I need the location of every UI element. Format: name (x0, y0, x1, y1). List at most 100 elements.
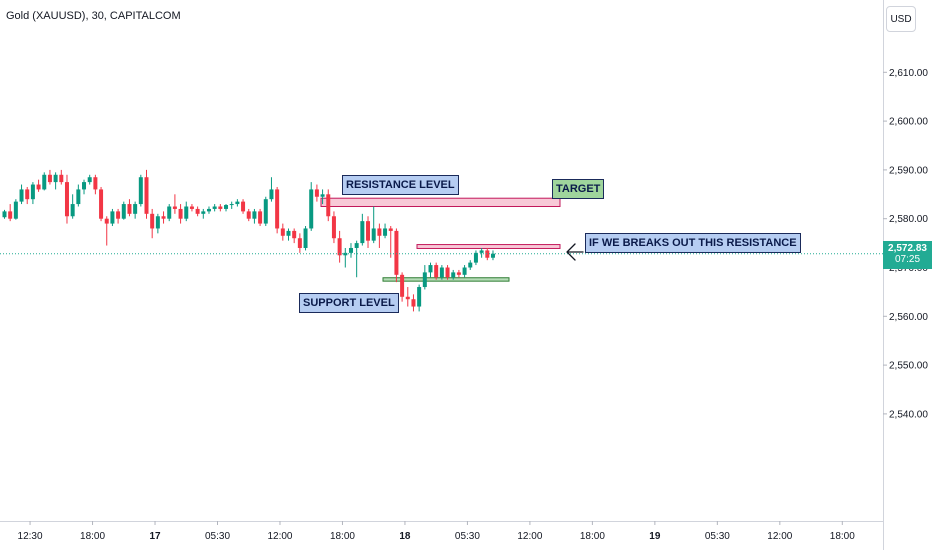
x-tick-label: 05:30 (705, 531, 730, 542)
candle-body (116, 211, 121, 219)
candle-body (411, 299, 416, 307)
candle-up (76, 184, 81, 207)
candle-body (138, 177, 143, 205)
candle-body (178, 208, 183, 219)
x-tick-label: 12:00 (767, 531, 792, 542)
candle-body (490, 253, 495, 258)
candle-body (104, 218, 109, 224)
candle-body (189, 206, 194, 209)
candle-up (428, 262, 433, 278)
candle-down (275, 186, 280, 234)
candle-down (47, 169, 52, 185)
candle-down (388, 226, 393, 258)
candle-body (326, 194, 331, 217)
candle-body (462, 267, 467, 275)
candle-body (206, 208, 211, 212)
candle-up (70, 194, 75, 219)
candle-body (59, 174, 64, 183)
candle-body (269, 189, 274, 200)
candle-up (468, 260, 473, 270)
candle-up (360, 213, 365, 246)
x-tick-label: 17 (149, 531, 161, 542)
candle-body (99, 189, 104, 219)
candle-down (144, 169, 149, 219)
x-tick-label: 18:00 (830, 531, 855, 542)
candle-down (246, 208, 251, 222)
candle-up (13, 199, 18, 220)
candle-down (8, 204, 13, 222)
y-tick-label: 2,600.00 (889, 117, 928, 128)
candle-body (70, 204, 75, 217)
breakout-note-label[interactable]: IF WE BREAKS OUT THIS RESISTANCE (585, 233, 801, 253)
resistance-level-label[interactable]: RESISTANCE LEVEL (342, 175, 459, 195)
candle-body (468, 262, 473, 268)
x-tick-label: 18:00 (80, 531, 105, 542)
candle-up (224, 204, 229, 212)
candle-down (189, 204, 194, 212)
candle-body (303, 228, 308, 248)
support-level-label[interactable]: SUPPORT LEVEL (299, 293, 399, 313)
candle-body (337, 238, 342, 256)
candle-body (144, 177, 149, 214)
candle-body (451, 272, 456, 278)
x-tick-label: 12:00 (517, 531, 542, 542)
candle-up (309, 182, 314, 231)
candle-body (331, 216, 336, 239)
candle-down (434, 262, 439, 280)
support-zone (382, 277, 510, 282)
candles-layer (2, 169, 495, 312)
candle-body (87, 177, 92, 183)
candle-up (82, 179, 87, 195)
candle-up (263, 196, 268, 227)
candle-down (456, 269, 461, 278)
candle-body (445, 267, 450, 278)
candle-body (280, 228, 285, 236)
candle-up (269, 177, 274, 202)
candle-up (42, 172, 47, 191)
candle-down (326, 189, 331, 222)
candle-down (292, 228, 297, 244)
candle-up (439, 265, 444, 280)
candle-body (377, 228, 382, 236)
candle-body (93, 177, 98, 190)
x-tick-label: 18:00 (580, 531, 605, 542)
candle-body (400, 274, 405, 297)
x-tick-label: 12:00 (267, 531, 292, 542)
candle-down (405, 287, 410, 307)
candle-body (82, 182, 87, 190)
y-tick-label: 2,580.00 (889, 214, 928, 225)
candle-body (258, 211, 263, 224)
candle-body (172, 206, 177, 209)
candle-body (224, 205, 229, 209)
candle-up (348, 243, 353, 258)
candle-up (229, 201, 234, 209)
candle-body (76, 189, 81, 205)
y-tick-label: 2,560.00 (889, 312, 928, 323)
candle-down (172, 194, 177, 214)
target-label[interactable]: TARGET (552, 179, 605, 199)
candle-body (275, 189, 280, 229)
candle-body (422, 272, 427, 288)
candle-up (30, 182, 35, 205)
arrow-drawing (566, 243, 584, 261)
currency-button[interactable]: USD (886, 6, 916, 32)
breakout-zone (416, 244, 561, 249)
candle-body (371, 228, 376, 241)
candle-body (405, 296, 410, 300)
candle-up (201, 208, 206, 219)
candle-down (25, 186, 30, 205)
candle-body (25, 189, 30, 200)
candle-body (360, 221, 365, 244)
candle-up (451, 269, 456, 280)
candle-down (411, 294, 416, 312)
symbol-title[interactable]: Gold (XAUUSD), 30, CAPITALCOM (6, 10, 181, 22)
candle-up (473, 250, 478, 266)
candle-down (258, 208, 263, 227)
candle-down (195, 206, 200, 217)
candle-body (110, 211, 115, 224)
candle-up (206, 206, 211, 214)
candle-down (394, 228, 399, 283)
candle-body (47, 174, 52, 183)
